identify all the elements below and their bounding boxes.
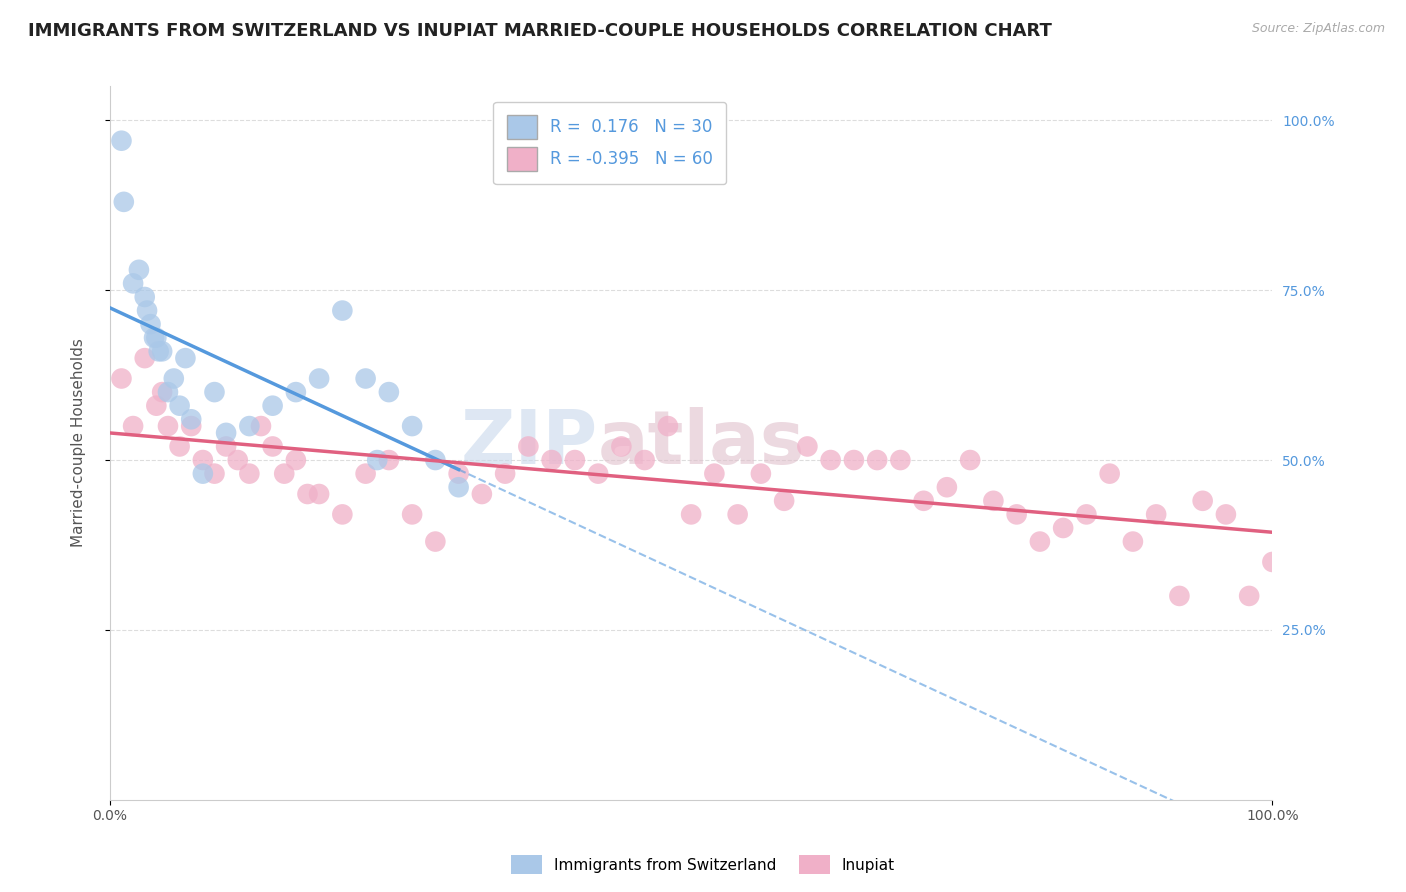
Point xyxy=(540,453,562,467)
Point xyxy=(191,453,214,467)
Point xyxy=(1168,589,1191,603)
Point xyxy=(148,344,170,359)
Point xyxy=(912,493,935,508)
Point xyxy=(191,467,214,481)
Point xyxy=(150,344,173,359)
Point xyxy=(1052,521,1074,535)
Text: Source: ZipAtlas.com: Source: ZipAtlas.com xyxy=(1251,22,1385,36)
Point xyxy=(494,467,516,481)
Point xyxy=(112,194,135,209)
Point xyxy=(471,487,494,501)
Point xyxy=(983,493,1005,508)
Point xyxy=(447,480,470,494)
Point xyxy=(262,399,284,413)
Point xyxy=(378,453,401,467)
Point xyxy=(204,385,226,400)
Point xyxy=(180,412,202,426)
Point xyxy=(1122,534,1144,549)
Point xyxy=(820,453,842,467)
Point xyxy=(284,453,307,467)
Point xyxy=(610,440,633,454)
Point xyxy=(681,508,703,522)
Point xyxy=(564,453,586,467)
Legend: R =  0.176   N = 30, R = -0.395   N = 60: R = 0.176 N = 30, R = -0.395 N = 60 xyxy=(494,102,725,184)
Point xyxy=(657,419,679,434)
Point xyxy=(238,419,260,434)
Point xyxy=(332,303,354,318)
Text: ZIP: ZIP xyxy=(461,407,598,480)
Point xyxy=(110,371,132,385)
Point xyxy=(122,277,145,291)
Point xyxy=(1237,589,1260,603)
Point xyxy=(447,467,470,481)
Point xyxy=(1098,467,1121,481)
Point xyxy=(727,508,749,522)
Point xyxy=(250,419,273,434)
Point xyxy=(169,399,191,413)
Point xyxy=(308,371,330,385)
Point xyxy=(122,419,145,434)
Point xyxy=(773,493,796,508)
Point xyxy=(703,467,725,481)
Point xyxy=(145,399,167,413)
Point xyxy=(401,419,423,434)
Y-axis label: Married-couple Households: Married-couple Households xyxy=(72,339,86,548)
Point xyxy=(354,467,377,481)
Point xyxy=(136,303,159,318)
Point xyxy=(163,371,186,385)
Point xyxy=(308,487,330,501)
Point xyxy=(1076,508,1098,522)
Point xyxy=(517,440,540,454)
Point xyxy=(959,453,981,467)
Point xyxy=(238,467,260,481)
Point xyxy=(139,317,162,331)
Point xyxy=(935,480,957,494)
Point xyxy=(401,508,423,522)
Point xyxy=(215,440,238,454)
Point xyxy=(156,385,179,400)
Point xyxy=(169,440,191,454)
Point xyxy=(128,262,150,277)
Point xyxy=(1144,508,1167,522)
Point xyxy=(1261,555,1284,569)
Text: atlas: atlas xyxy=(598,407,806,480)
Point xyxy=(366,453,388,467)
Point xyxy=(262,440,284,454)
Point xyxy=(110,134,132,148)
Point xyxy=(134,351,156,365)
Point xyxy=(332,508,354,522)
Point xyxy=(425,453,447,467)
Point xyxy=(273,467,295,481)
Point xyxy=(150,385,173,400)
Point xyxy=(889,453,911,467)
Point xyxy=(749,467,772,481)
Point xyxy=(226,453,249,467)
Legend: Immigrants from Switzerland, Inupiat: Immigrants from Switzerland, Inupiat xyxy=(505,849,901,880)
Point xyxy=(284,385,307,400)
Point xyxy=(180,419,202,434)
Point xyxy=(866,453,889,467)
Point xyxy=(586,467,609,481)
Point xyxy=(633,453,655,467)
Point xyxy=(378,385,401,400)
Point xyxy=(156,419,179,434)
Point xyxy=(143,331,166,345)
Point xyxy=(796,440,818,454)
Point xyxy=(215,425,238,440)
Point xyxy=(354,371,377,385)
Point xyxy=(425,534,447,549)
Text: IMMIGRANTS FROM SWITZERLAND VS INUPIAT MARRIED-COUPLE HOUSEHOLDS CORRELATION CHA: IMMIGRANTS FROM SWITZERLAND VS INUPIAT M… xyxy=(28,22,1052,40)
Point xyxy=(134,290,156,304)
Point xyxy=(297,487,319,501)
Point xyxy=(1005,508,1028,522)
Point xyxy=(1191,493,1213,508)
Point xyxy=(1215,508,1237,522)
Point xyxy=(174,351,197,365)
Point xyxy=(145,331,167,345)
Point xyxy=(1029,534,1052,549)
Point xyxy=(842,453,865,467)
Point xyxy=(204,467,226,481)
